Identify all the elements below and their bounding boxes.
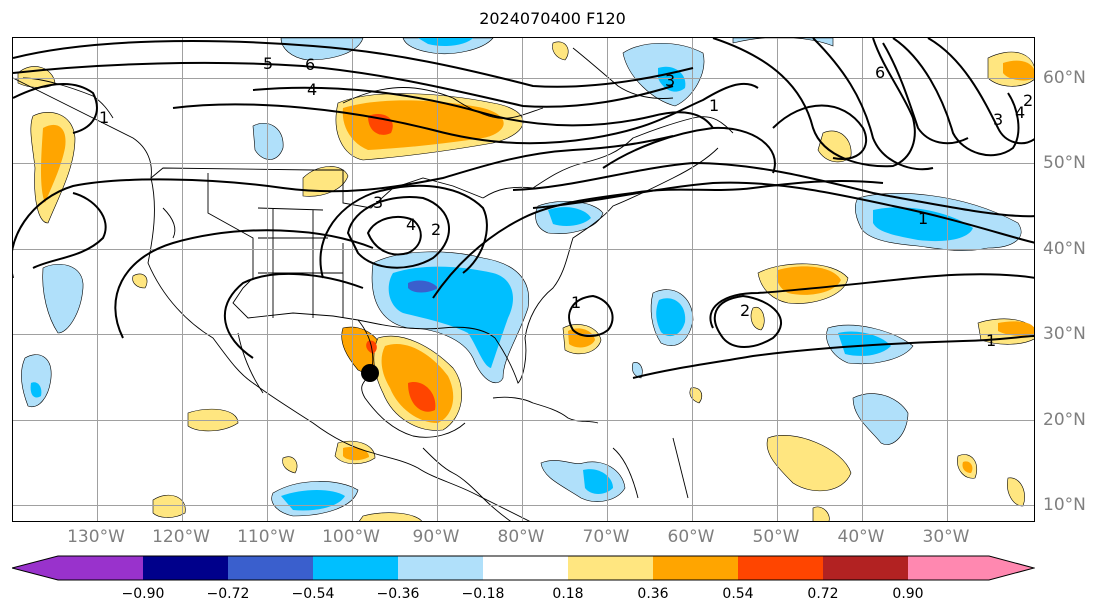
storm-center-dot — [361, 364, 379, 382]
lat-label: 60°N — [1043, 68, 1086, 88]
colorbar-tick-label: −0.54 — [291, 586, 335, 602]
colorbar-outline — [12, 555, 1035, 581]
lon-label: 130°W — [67, 527, 125, 547]
colorbar-segment — [228, 556, 313, 580]
colorbar-tick-label: 0.54 — [722, 586, 754, 602]
lon-label: 40°W — [837, 527, 885, 547]
colorbar-tick-label: 0.90 — [892, 586, 924, 602]
colorbar-tick-label: −0.90 — [121, 586, 165, 602]
map-panel: 5 6 4 3 4 2 1 2 3 1 6 3 4 1 1 2 1 — [12, 37, 1035, 522]
negative-anomaly-shading — [21, 38, 1022, 517]
contour-label: 1 — [709, 96, 719, 115]
lat-label: 50°N — [1043, 153, 1086, 173]
lat-lon-grid — [13, 38, 1034, 521]
lon-label: 30°W — [922, 527, 970, 547]
lat-label: 30°N — [1043, 324, 1086, 344]
contour-label: 3 — [373, 193, 383, 212]
lon-label: 100°W — [322, 527, 380, 547]
colorbar-tick-label: −0.72 — [206, 586, 250, 602]
colorbar-segment — [12, 556, 143, 580]
contour-label: 4 — [406, 215, 416, 234]
contour-label: 2 — [740, 301, 750, 320]
contour-label: 3 — [993, 110, 1003, 129]
lon-label: 50°W — [752, 527, 800, 547]
lat-label: 20°N — [1043, 410, 1086, 430]
map-title: 2024070400 F120 — [479, 9, 626, 28]
colorbar-segment — [568, 556, 653, 580]
lon-label: 80°W — [497, 527, 545, 547]
contour-label: 2 — [1023, 91, 1033, 110]
lat-label: 40°N — [1043, 239, 1086, 259]
contour-label: 1 — [986, 331, 996, 350]
contour-label: 1 — [571, 293, 581, 312]
colorbar-tick-label: −0.36 — [376, 586, 420, 602]
colorbar-tick-label: 0.18 — [552, 586, 584, 602]
contour-label: 3 — [665, 71, 675, 90]
contour-label: 1 — [918, 209, 928, 228]
colorbar-tick-label: 0.36 — [637, 586, 669, 602]
contour-labels: 5 6 4 3 4 2 1 2 3 1 6 3 4 1 1 2 1 — [99, 54, 1033, 350]
colorbar-tick-label: −0.18 — [461, 586, 505, 602]
colorbar-segment — [398, 556, 483, 580]
lat-label: 10°N — [1043, 495, 1086, 515]
colorbar — [12, 555, 1035, 581]
colorbar-segment — [313, 556, 398, 580]
contour-label: 6 — [875, 63, 885, 82]
colorbar-segment — [653, 556, 738, 580]
contour-label: 2 — [431, 220, 441, 239]
contour-label: 5 — [263, 54, 273, 73]
colorbar-segment — [823, 556, 908, 580]
colorbar-segment — [483, 556, 568, 580]
contour-label: 4 — [1015, 103, 1025, 122]
contour-label: 1 — [99, 108, 109, 127]
lon-label: 110°W — [237, 527, 295, 547]
colorbar-segment — [908, 556, 1034, 580]
positive-anomaly-shading — [17, 41, 1034, 521]
colorbar-segment — [738, 556, 823, 580]
contour-label: 6 — [305, 55, 315, 74]
lon-label: 70°W — [582, 527, 630, 547]
colorbar-segment — [143, 556, 228, 580]
lon-label: 120°W — [152, 527, 210, 547]
lon-label: 90°W — [412, 527, 460, 547]
contour-label: 4 — [307, 80, 317, 99]
colorbar-tick-label: 0.72 — [807, 586, 839, 602]
contour-lines — [13, 38, 1034, 379]
lon-label: 60°W — [667, 527, 715, 547]
